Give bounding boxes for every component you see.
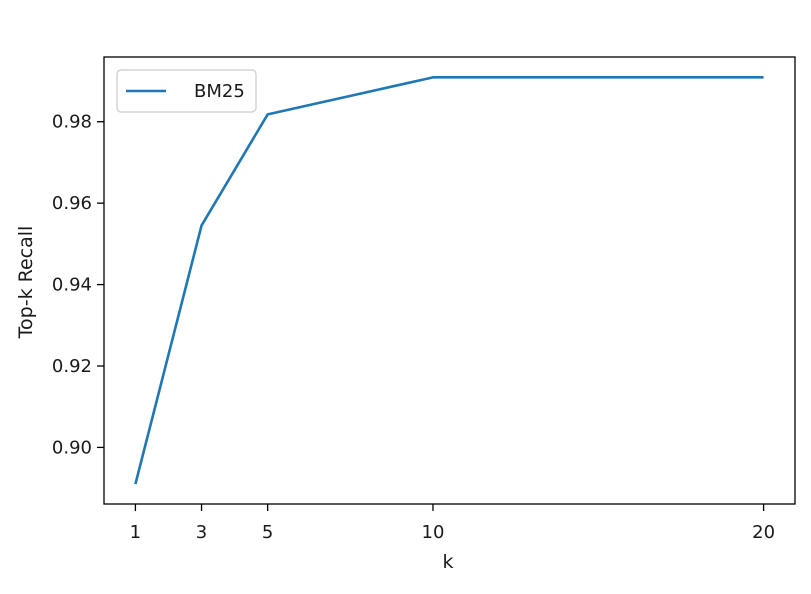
x-tick-label: 3 xyxy=(196,522,207,543)
y-axis-label: Top-k Recall xyxy=(15,226,37,340)
legend: BM25 xyxy=(116,69,257,113)
y-tick-label: 0.94 xyxy=(52,275,92,296)
legend-label: BM25 xyxy=(194,81,245,102)
x-tick-label: 10 xyxy=(422,522,445,543)
series-layer xyxy=(134,76,764,485)
x-axis-ticks: 1 3 5 10 20 xyxy=(130,504,775,543)
y-tick-label: 0.92 xyxy=(52,356,92,377)
y-tick-label: 0.90 xyxy=(52,437,92,458)
x-tick-label: 20 xyxy=(752,522,775,543)
y-axis-ticks: 0.90 0.92 0.94 0.96 0.98 xyxy=(52,112,104,458)
x-axis-label: k xyxy=(442,551,453,573)
plot-area-frame xyxy=(103,56,796,505)
x-tick-label: 5 xyxy=(262,522,273,543)
y-tick-label: 0.96 xyxy=(52,193,92,214)
y-tick-label: 0.98 xyxy=(52,112,92,133)
x-tick-label: 1 xyxy=(130,522,141,543)
legend-box xyxy=(116,69,257,113)
